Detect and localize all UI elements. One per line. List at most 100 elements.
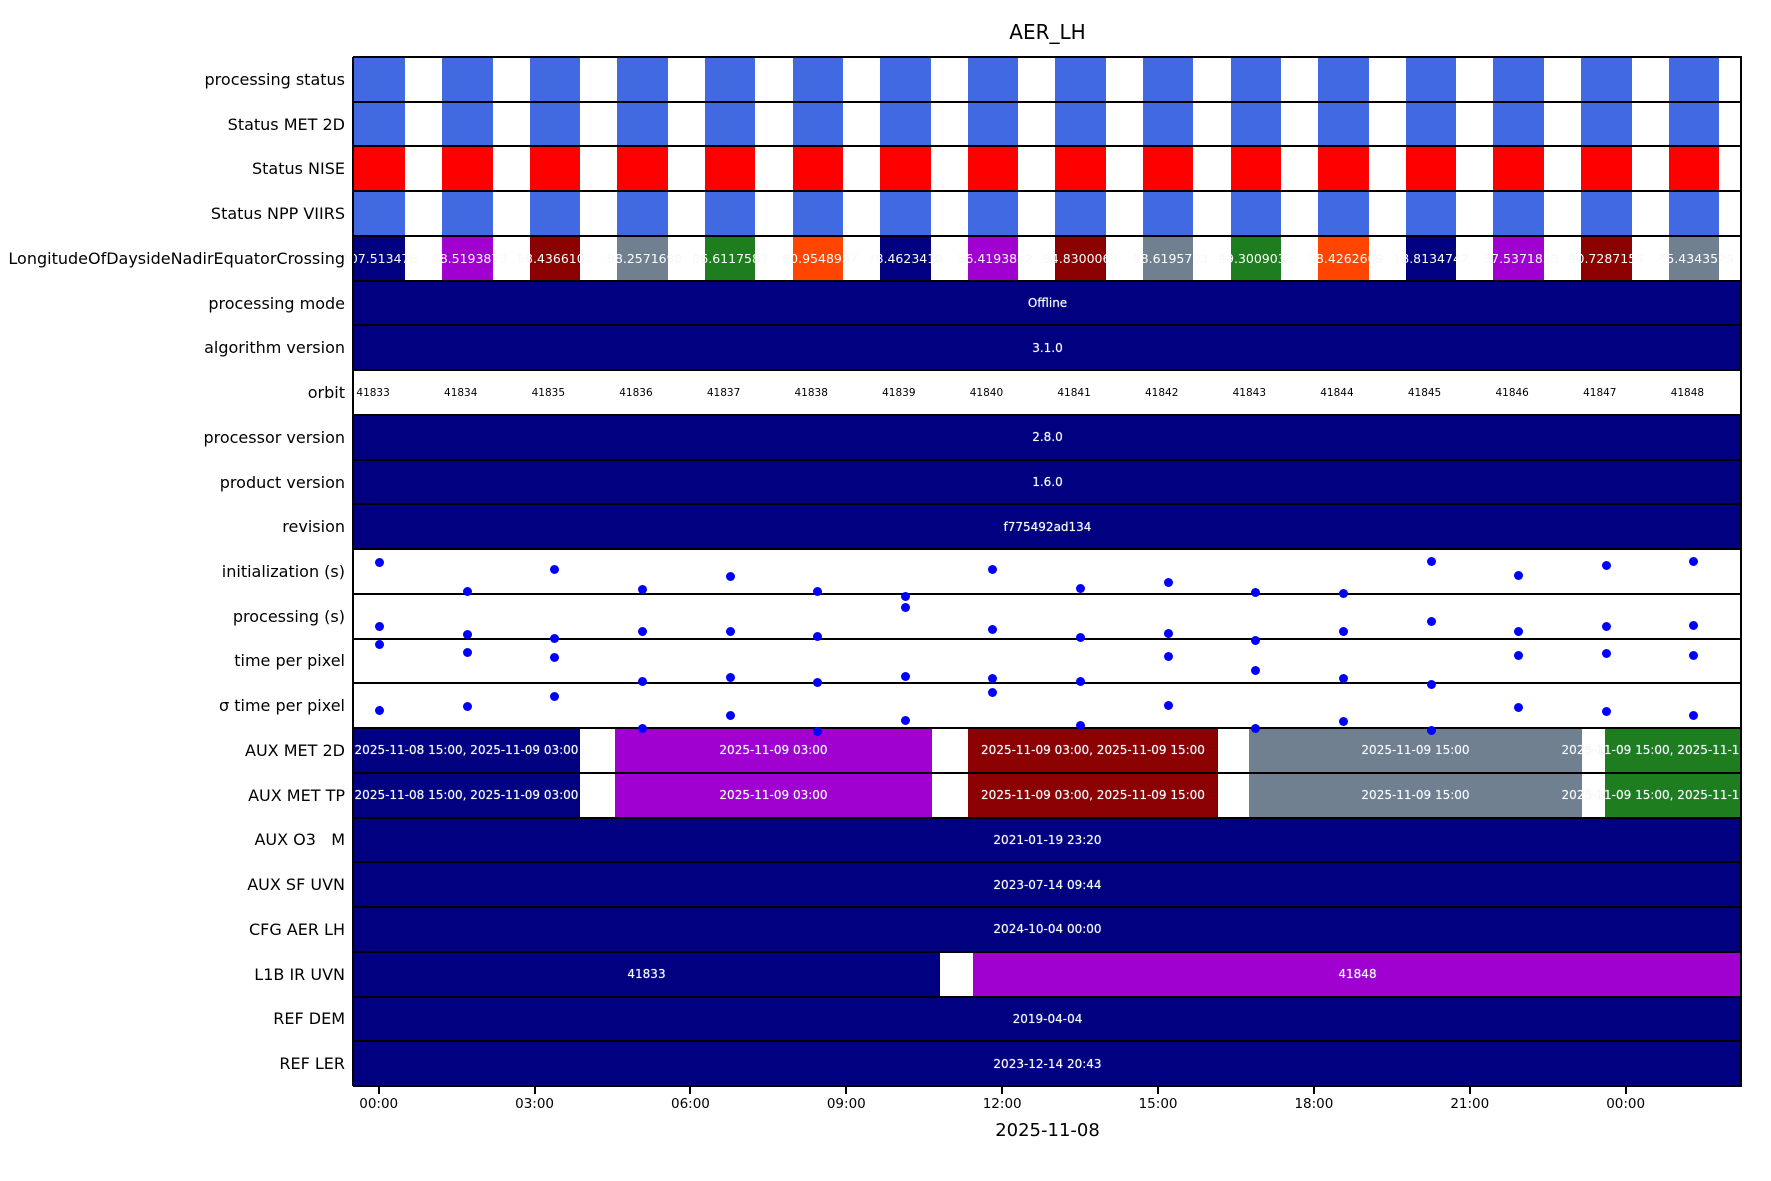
longitude-value: 18.8134742 [1393, 250, 1469, 266]
full-width-bar: 2.8.0 [353, 414, 1742, 460]
x-axis-tick [1624, 1086, 1627, 1094]
status-block [1055, 57, 1106, 102]
x-axis-tick [1001, 1086, 1004, 1094]
scatter-dot [1426, 679, 1436, 689]
scatter-dot [1689, 620, 1699, 630]
scatter-dot [550, 692, 560, 702]
status-block [1668, 146, 1720, 192]
status-block [1142, 101, 1194, 147]
timeline-segment: 2025-11-08 15:00, 2025-11-09 03:00 [353, 772, 580, 818]
scatter-dot [1163, 628, 1173, 638]
scatter-dot [813, 587, 823, 597]
orbit-number: 41841 [1057, 386, 1091, 399]
scatter-dot [638, 584, 647, 594]
timeline-segment: 2025-11-08 15:00, 2025-11-09 03:00 [353, 728, 580, 773]
status-block [1055, 101, 1106, 147]
x-axis-tick-label: 12:00 [982, 1096, 1022, 1112]
x-axis-tick-label: 03:00 [515, 1096, 555, 1112]
y-axis-label: REF DEM [273, 1009, 345, 1029]
longitude-block [1668, 235, 1720, 281]
row-separator-line [353, 190, 1742, 193]
longitude-block [967, 235, 1019, 281]
y-axis-label: AUX MET 2D [245, 740, 345, 760]
segment-label: 2025-11-09 03:00 [719, 743, 828, 758]
scatter-dot [1338, 626, 1348, 636]
segment-label: 2025-11-09 15:00, 2025-11-10 03:00 [1561, 743, 1742, 758]
scatter-dot [725, 673, 735, 683]
status-block [1318, 191, 1369, 236]
status-block [1493, 191, 1544, 236]
scatter-dot [1163, 578, 1173, 588]
status-block [1668, 57, 1720, 102]
segment-label: 2025-11-09 03:00, 2025-11-09 15:00 [981, 743, 1205, 758]
orbit-number: 41848 [1670, 386, 1705, 399]
x-axis-tick [377, 1086, 380, 1094]
timeline-segment: 2025-11-09 15:00 [1249, 728, 1582, 773]
longitude-value: 94.8300064 [1042, 250, 1119, 266]
y-axis-label: L1B IR UVN [254, 964, 345, 984]
longitude-block [1230, 235, 1282, 281]
scatter-dot [1338, 589, 1348, 599]
scatter-dot [1076, 584, 1086, 593]
orbit-number: 41835 [531, 386, 566, 399]
row-separator-line [353, 727, 1742, 730]
scatter-dot [1251, 724, 1261, 734]
longitude-block [1318, 235, 1369, 281]
scatter-dot [1426, 617, 1436, 627]
scatter-dot [550, 564, 560, 574]
y-axis-label: orbit [307, 383, 345, 403]
y-axis-label: CFG AER LH [248, 919, 345, 939]
orbit-number: 41834 [444, 386, 478, 399]
status-block [1318, 57, 1369, 102]
status-block [1230, 191, 1282, 236]
longitude-value: -60.9548937 [777, 250, 858, 266]
y-axis-label: initialization (s) [221, 561, 345, 581]
y-axis-label: time per pixel [234, 651, 345, 671]
scatter-dot [1689, 557, 1699, 567]
x-axis-tick [533, 1086, 536, 1094]
orbit-number: 41846 [1495, 386, 1529, 399]
row-separator-line [353, 413, 1742, 416]
status-block [1318, 101, 1369, 147]
longitude-value: 99.3009035 [1218, 250, 1294, 266]
x-axis-tick [1157, 1086, 1160, 1094]
y-axis-label: processing (s) [232, 606, 345, 626]
scatter-dot [1514, 571, 1524, 581]
scatter-dot [1514, 703, 1524, 713]
bar-value: 2024-10-04 00:00 [993, 922, 1102, 937]
scatter-dot [988, 625, 998, 635]
status-block [354, 191, 405, 236]
scatter-dot [1601, 560, 1611, 570]
longitude-value: 107.513478 [341, 250, 418, 266]
status-block [967, 57, 1019, 102]
row-separator-line [353, 1040, 1742, 1043]
scatter-dot [813, 727, 823, 737]
scatter-dot [725, 572, 735, 582]
status-block [617, 101, 668, 147]
longitude-block [1405, 235, 1457, 281]
segment-label: 2025-11-08 15:00, 2025-11-09 03:00 [354, 743, 579, 758]
full-width-bar: 1.6.0 [353, 459, 1742, 505]
status-block [1405, 101, 1457, 147]
scatter-dot [1076, 676, 1086, 686]
y-axis-label: AUX MET TP [248, 785, 345, 805]
status-block [1318, 146, 1369, 192]
status-block [617, 191, 668, 236]
x-axis-tick-label: 15:00 [1138, 1096, 1178, 1112]
scatter-dot [1338, 716, 1348, 726]
y-axis-label: σ time per pixel [219, 696, 345, 716]
timeline-segment: 41833 [353, 951, 940, 997]
status-block [529, 57, 581, 102]
scatter-dot [1076, 721, 1086, 731]
scatter-dot [375, 640, 385, 650]
status-block [880, 191, 931, 236]
chart-title: AER_LH [1009, 20, 1086, 44]
scatter-dot [462, 647, 472, 657]
status-block [967, 146, 1019, 192]
longitude-value: -45.4343529 [1653, 250, 1734, 266]
scatter-dot [1426, 557, 1436, 567]
longitude-block [704, 235, 756, 281]
bar-value: 3.1.0 [1032, 340, 1063, 355]
y-axis-label: processing mode [208, 293, 345, 313]
row-separator-line [353, 592, 1742, 595]
